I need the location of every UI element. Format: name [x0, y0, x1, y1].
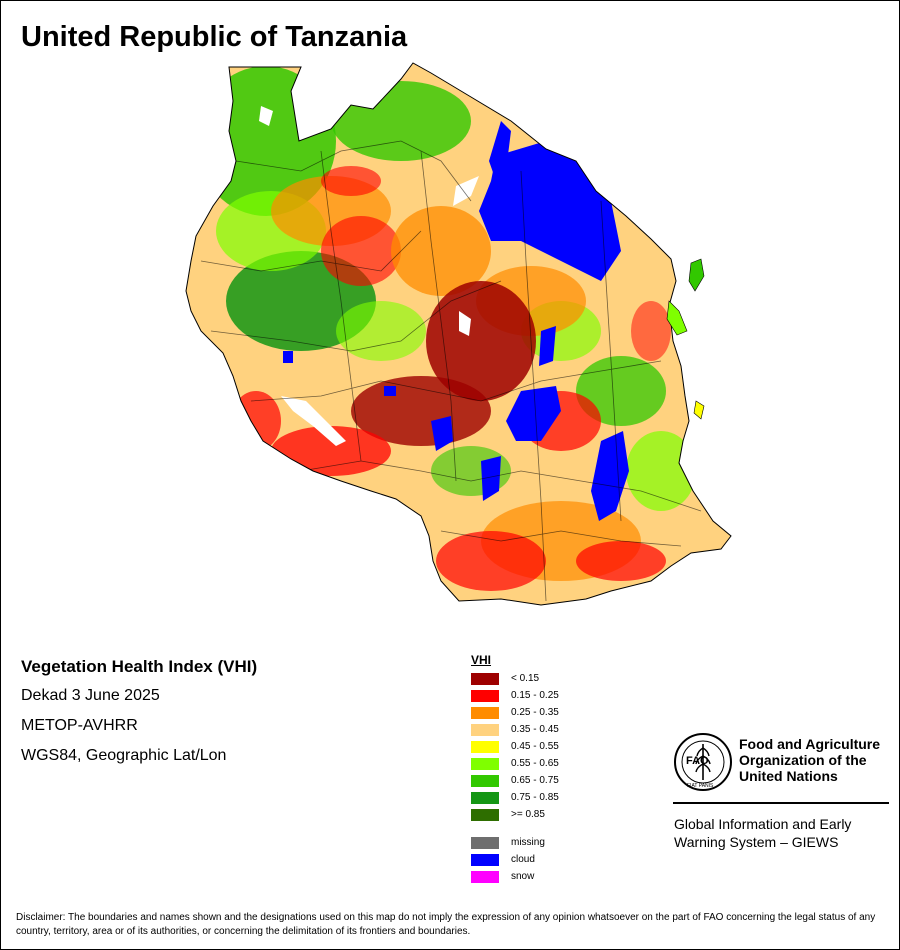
vhi-zone — [231, 391, 281, 451]
legend-swatch — [471, 707, 499, 719]
giews-line: Global Information and Early — [674, 815, 894, 833]
legend-label: 0.45 - 0.55 — [511, 741, 559, 753]
vhi-zone — [436, 531, 546, 591]
divider — [673, 802, 889, 804]
legend-swatch — [471, 690, 499, 702]
vhi-zone — [576, 541, 666, 581]
giews-line: Warning System – GIEWS — [674, 833, 894, 851]
vhi-zone — [321, 166, 381, 196]
organization-name: Food and Agriculture Organization of the… — [739, 736, 889, 784]
org-name-line: Food and Agriculture — [739, 736, 889, 752]
disclaimer: Disclaimer: The boundaries and names sho… — [16, 911, 886, 939]
legend-label: 0.25 - 0.35 — [511, 707, 559, 719]
fao-wheat-logo-icon: FAO FIAT PANIS — [673, 732, 733, 792]
map-info: Vegetation Health Index (VHI) Dekad 3 Ju… — [21, 657, 257, 777]
legend-swatch — [471, 673, 499, 685]
org-name-line: United Nations — [739, 768, 889, 784]
legend-label: >= 0.85 — [511, 809, 545, 821]
legend-swatch — [471, 775, 499, 787]
legend-label: cloud — [511, 854, 535, 866]
vhi-legend: VHI < 0.15 0.15 - 0.25 0.25 - 0.35 0.35 … — [471, 653, 491, 669]
org-name-line: Organization of the — [739, 752, 889, 768]
vhi-map — [1, 1, 900, 641]
legend-swatch — [471, 758, 499, 770]
vhi-zone — [626, 431, 696, 511]
legend-swatch — [471, 724, 499, 736]
vhi-zone — [336, 301, 426, 361]
index-name: Vegetation Health Index (VHI) — [21, 657, 257, 687]
period-label: Dekad 3 June 2025 — [21, 687, 257, 717]
vhi-zone — [321, 216, 401, 286]
fao-logo-motto: FIAT PANIS — [687, 783, 714, 789]
legend-label: < 0.15 — [511, 673, 539, 685]
giews-name: Global Information and Early Warning Sys… — [674, 815, 894, 851]
legend-swatch — [471, 809, 499, 821]
legend-swatch — [471, 792, 499, 804]
legend-label: 0.15 - 0.25 — [511, 690, 559, 702]
legend-label: 0.65 - 0.75 — [511, 775, 559, 787]
legend-label: missing — [511, 837, 545, 849]
legend-label: snow — [511, 871, 534, 883]
legend-swatch — [471, 741, 499, 753]
pemba-island — [689, 259, 704, 291]
legend-label: 0.75 - 0.85 — [511, 792, 559, 804]
legend-label: 0.35 - 0.45 — [511, 724, 559, 736]
legend-swatch — [471, 854, 499, 866]
sensor-label: METOP-AVHRR — [21, 717, 257, 747]
legend-swatch — [471, 871, 499, 883]
legend-title: VHI — [471, 653, 491, 669]
fao-logo-letter: FAO — [686, 755, 709, 767]
legend-swatch — [471, 837, 499, 849]
mafia-island — [694, 401, 704, 419]
projection-label: WGS84, Geographic Lat/Lon — [21, 747, 257, 777]
vhi-zone — [631, 301, 671, 361]
legend-label: 0.55 - 0.65 — [511, 758, 559, 770]
cloud-area — [384, 386, 396, 396]
cloud-area — [283, 351, 293, 363]
